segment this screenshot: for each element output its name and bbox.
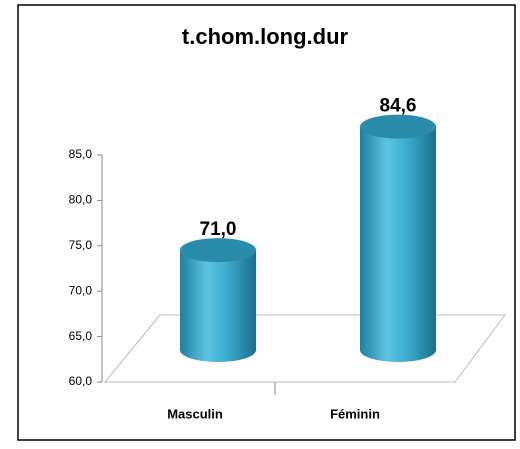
bar [360, 126, 436, 362]
floor [103, 314, 506, 383]
value-label: 84,6 [380, 96, 417, 117]
bar-top [360, 114, 436, 139]
x-tick-label: Féminin [330, 406, 380, 421]
y-tick-label: 85,0 [69, 147, 93, 161]
y-tick-label: 60,0 [69, 374, 93, 388]
value-label: 71,0 [200, 219, 237, 240]
y-tick-label: 70,0 [69, 283, 93, 297]
y-tick-label: 65,0 [69, 329, 93, 343]
y-tick-label: 80,0 [69, 193, 93, 207]
bar-top [180, 238, 256, 263]
x-tick-label: Masculin [167, 406, 223, 421]
bar [180, 250, 256, 362]
chart-title: t.chom.long.dur [182, 24, 349, 49]
y-tick-label: 75,0 [69, 238, 93, 252]
chart-frame [17, 4, 516, 441]
